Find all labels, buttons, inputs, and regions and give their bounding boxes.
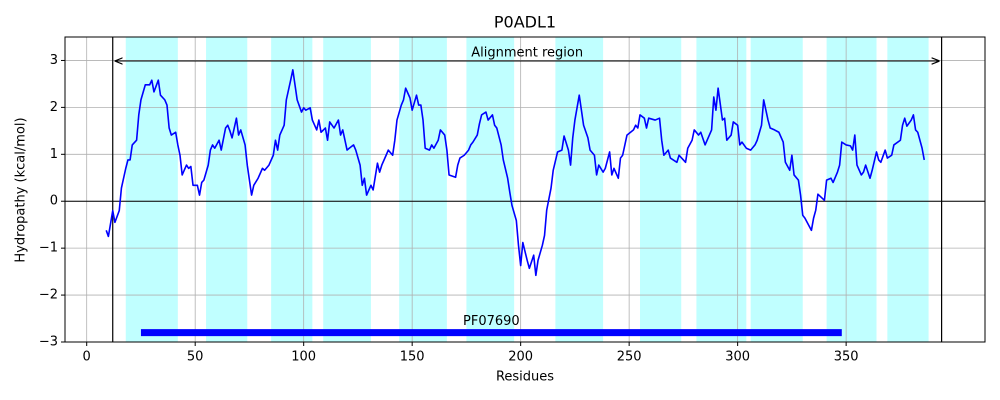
y-tick-label: 0 bbox=[50, 194, 58, 209]
y-tick-label: −2 bbox=[39, 288, 58, 303]
x-tick-label: 150 bbox=[400, 350, 425, 365]
region-band bbox=[125, 37, 178, 342]
y-axis-label: Hydropathy (kcal/mol) bbox=[14, 117, 29, 262]
y-tick-label: 3 bbox=[50, 53, 58, 68]
region-band bbox=[640, 37, 682, 342]
x-tick-label: 250 bbox=[617, 350, 642, 365]
region-band bbox=[323, 37, 371, 342]
x-tick-label: 100 bbox=[291, 350, 316, 365]
x-tick-label: 350 bbox=[834, 350, 859, 365]
region-band bbox=[206, 37, 248, 342]
y-tick-label: −1 bbox=[39, 241, 58, 256]
x-tick-label: 300 bbox=[725, 350, 750, 365]
chart-title: P0ADL1 bbox=[494, 13, 556, 32]
y-tick-label: 2 bbox=[50, 100, 58, 115]
x-tick-label: 50 bbox=[187, 350, 204, 365]
region-band bbox=[696, 37, 747, 342]
domain-label: PF07690 bbox=[463, 314, 520, 329]
hydropathy-line bbox=[105, 69, 926, 277]
y-tick-label: −3 bbox=[39, 335, 58, 350]
x-tick-label: 200 bbox=[508, 350, 533, 365]
x-tick-label: 0 bbox=[83, 350, 91, 365]
region-band bbox=[826, 37, 877, 342]
region-band bbox=[887, 37, 929, 342]
region-band bbox=[399, 37, 447, 342]
alignment-label: Alignment region bbox=[471, 46, 583, 61]
region-band bbox=[750, 37, 803, 342]
region-band bbox=[555, 37, 604, 342]
region-band bbox=[466, 37, 515, 342]
x-axis-label: Residues bbox=[496, 370, 554, 385]
plot-frame bbox=[64, 36, 986, 343]
region-band bbox=[271, 37, 313, 342]
y-tick-label: 1 bbox=[50, 147, 58, 162]
